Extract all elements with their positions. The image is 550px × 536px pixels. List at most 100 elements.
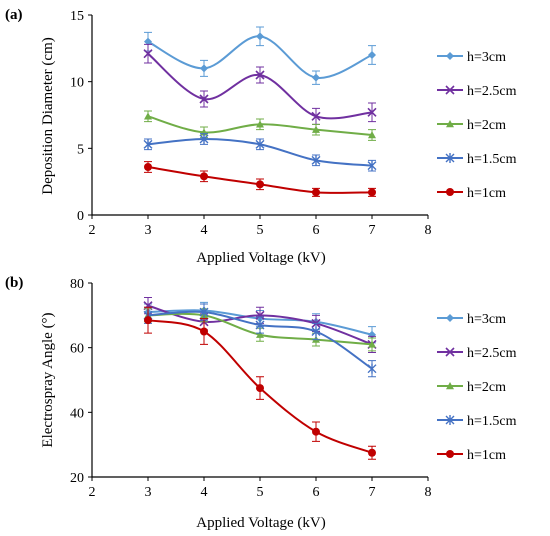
x-tick-label: 2 bbox=[89, 485, 96, 500]
legend-label: h=1.5cm bbox=[467, 152, 517, 167]
panel-a-x-axis-title: Applied Voltage (kV) bbox=[196, 250, 325, 266]
data-point bbox=[312, 188, 320, 197]
data-point bbox=[311, 111, 321, 121]
x-tick-label: 4 bbox=[201, 485, 208, 500]
data-point bbox=[255, 320, 265, 331]
legend-entry: h=3cm bbox=[437, 50, 506, 65]
data-point bbox=[256, 330, 264, 338]
data-point bbox=[143, 301, 153, 311]
legend-label: h=3cm bbox=[467, 312, 506, 327]
y-tick-label: 5 bbox=[77, 142, 84, 157]
data-point bbox=[256, 32, 264, 41]
legend-marker bbox=[446, 314, 454, 322]
data-point bbox=[255, 310, 265, 320]
data-point bbox=[143, 139, 153, 150]
series-h=1cm bbox=[144, 161, 376, 197]
data-point bbox=[367, 160, 377, 171]
data-point bbox=[199, 307, 209, 318]
y-tick-label: 0 bbox=[77, 209, 84, 224]
series-h=1cm bbox=[144, 306, 376, 460]
legend-label: h=2cm bbox=[467, 380, 506, 395]
legend-entry: h=2cm bbox=[437, 380, 506, 395]
data-point bbox=[200, 64, 208, 73]
legend-label: h=1cm bbox=[467, 448, 506, 463]
x-tick-label: 4 bbox=[201, 223, 208, 238]
legend-entry: h=1.5cm bbox=[437, 414, 517, 429]
legend-entry: h=1cm bbox=[437, 448, 506, 463]
panel-b-y-axis-title: Electrospray Angle (°) bbox=[40, 312, 56, 447]
data-point bbox=[200, 172, 208, 181]
data-point bbox=[311, 326, 321, 337]
legend-entry: h=1.5cm bbox=[437, 152, 517, 167]
data-point bbox=[312, 427, 320, 436]
panel-a-y-axis-title: Deposition Diameter (cm) bbox=[40, 37, 56, 194]
data-point bbox=[256, 384, 264, 393]
y-tick-label: 80 bbox=[70, 277, 84, 292]
legend-label: h=2cm bbox=[467, 118, 506, 133]
data-point bbox=[311, 155, 321, 166]
legend-marker bbox=[446, 450, 454, 458]
legend-entry: h=2.5cm bbox=[437, 84, 517, 99]
legend-marker bbox=[445, 347, 455, 357]
data-point bbox=[368, 448, 376, 457]
legend-label: h=1cm bbox=[467, 186, 506, 201]
x-tick-label: 3 bbox=[145, 223, 152, 238]
panel-a-label: (a) bbox=[5, 7, 23, 23]
data-point bbox=[368, 51, 376, 59]
legend-label: h=3cm bbox=[467, 50, 506, 65]
data-point bbox=[255, 139, 265, 150]
legend-marker bbox=[445, 153, 455, 163]
x-tick-label: 5 bbox=[257, 223, 264, 238]
legend-label: h=1.5cm bbox=[467, 414, 517, 429]
y-tick-label: 15 bbox=[70, 9, 84, 24]
data-point bbox=[312, 125, 320, 133]
x-tick-label: 6 bbox=[313, 485, 320, 500]
legend-label: h=2.5cm bbox=[467, 346, 517, 361]
legend-marker bbox=[446, 382, 454, 390]
x-tick-label: 5 bbox=[257, 485, 264, 500]
x-tick-label: 8 bbox=[425, 223, 432, 238]
legend-entry: h=3cm bbox=[437, 312, 506, 327]
series-h=3cm bbox=[144, 26, 376, 85]
series-h=1.5cm bbox=[143, 303, 377, 378]
data-point bbox=[199, 94, 209, 104]
x-tick-label: 2 bbox=[89, 223, 96, 238]
x-tick-label: 7 bbox=[369, 485, 376, 500]
y-tick-label: 10 bbox=[70, 76, 84, 91]
panel-b: (b) Applied Voltage (kV) Electrospray An… bbox=[5, 275, 517, 531]
data-point bbox=[368, 131, 376, 139]
panel-b-x-axis-title: Applied Voltage (kV) bbox=[196, 515, 325, 531]
x-tick-label: 3 bbox=[145, 485, 152, 500]
y-tick-label: 60 bbox=[70, 342, 84, 357]
data-point bbox=[143, 49, 153, 59]
legend-entry: h=2cm bbox=[437, 118, 506, 133]
data-point bbox=[144, 112, 152, 120]
legend-marker bbox=[446, 52, 454, 60]
data-point bbox=[368, 188, 376, 197]
legend-marker bbox=[446, 188, 454, 196]
x-tick-label: 7 bbox=[369, 223, 376, 238]
data-point bbox=[144, 37, 152, 46]
data-point bbox=[200, 327, 208, 336]
legend-label: h=2.5cm bbox=[467, 84, 517, 99]
data-point bbox=[368, 340, 376, 348]
y-tick-label: 40 bbox=[70, 406, 84, 421]
data-point bbox=[312, 73, 320, 82]
data-point bbox=[255, 70, 265, 80]
series-line bbox=[147, 52, 373, 120]
panel-a: (a) Applied Voltage (kV) Deposition Diam… bbox=[5, 7, 517, 266]
legend-marker bbox=[445, 415, 455, 425]
x-tick-label: 6 bbox=[313, 223, 320, 238]
data-point bbox=[144, 163, 152, 171]
series-h=1.5cm bbox=[143, 133, 377, 172]
legend-entry: h=2.5cm bbox=[437, 346, 517, 361]
legend-marker bbox=[446, 120, 454, 128]
x-tick-label: 8 bbox=[425, 485, 432, 500]
legend-entry: h=1cm bbox=[437, 186, 506, 201]
data-point bbox=[367, 107, 377, 117]
legend-marker bbox=[445, 85, 455, 95]
y-tick-label: 20 bbox=[70, 471, 84, 486]
series-h=2.5cm bbox=[143, 43, 377, 125]
data-point bbox=[199, 134, 209, 144]
